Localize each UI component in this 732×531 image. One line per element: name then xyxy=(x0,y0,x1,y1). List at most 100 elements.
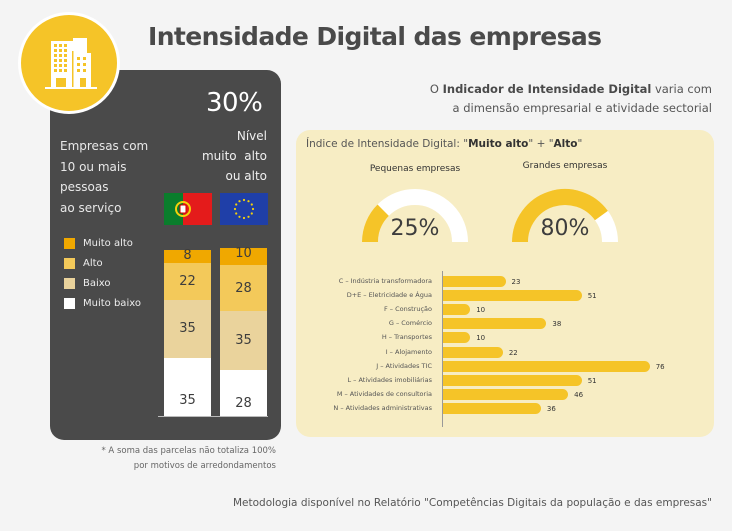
legend-item-muito-alto: Muito alto xyxy=(64,233,141,253)
legend-label: Muito baixo xyxy=(83,297,141,309)
sector-bar-value: 22 xyxy=(508,348,518,357)
sector-label: L – Atividades imobiliárias xyxy=(347,375,432,384)
gauge-fill xyxy=(512,189,608,243)
index-title-bold-2: Alto xyxy=(553,138,578,150)
subtitle-prefix: O xyxy=(429,82,443,96)
nivel-line: muito alto xyxy=(201,149,267,163)
eu-star xyxy=(250,203,253,206)
sector-bar xyxy=(443,402,541,414)
eu-star xyxy=(233,207,237,211)
empresas-line: ao serviço xyxy=(60,200,122,215)
sector-bar-value: 36 xyxy=(546,404,556,413)
sector-bar-value: 23 xyxy=(511,278,521,286)
sector-bar-value: 46 xyxy=(574,390,584,399)
sector-bar xyxy=(443,332,471,344)
sector-label: N – Atividades administrativas xyxy=(333,403,432,412)
subtitle-line-2: a dimensão empresarial e atividade secto… xyxy=(452,101,712,115)
sector-bar xyxy=(443,290,582,302)
stack-segment-label: 35 xyxy=(179,392,196,408)
stack-segment-label: 10 xyxy=(235,246,252,262)
sector-label: F – Construção xyxy=(383,305,432,314)
stack-segment-baixo: 35 xyxy=(220,311,267,370)
empresas-line: Empresas com xyxy=(60,139,149,153)
sector-bar xyxy=(443,374,582,386)
footnote: * A soma das parcelas não totaliza 100% … xyxy=(101,444,276,474)
stack-segment-label: 8 xyxy=(183,248,192,263)
legend-swatch xyxy=(64,297,75,309)
nivel-caption: Nível muito alto ou alto xyxy=(202,126,267,186)
sector-bar xyxy=(443,276,506,287)
stack-segment-label: 35 xyxy=(235,332,252,348)
sector-label: I – Alojamento xyxy=(385,347,432,356)
eu-star xyxy=(238,215,241,218)
stack-segment-muito-baixo: 35 xyxy=(164,357,211,416)
nivel-line: Nível xyxy=(236,129,267,143)
sector-bar xyxy=(443,318,547,330)
footnote-line: por motivos de arredondamentos xyxy=(133,461,276,471)
chart-legend: Muito alto Alto Baixo Muito baixo xyxy=(64,233,141,313)
legend-item-muito-baixo: Muito baixo xyxy=(64,293,141,313)
eu-star xyxy=(242,198,246,202)
portugal-flag-icon xyxy=(164,193,212,225)
index-title-suffix: " xyxy=(577,138,583,150)
sector-bar xyxy=(443,388,569,400)
stacked-chart-baseline xyxy=(158,416,268,417)
building-icon xyxy=(18,12,120,114)
index-title-mid: " + " xyxy=(528,138,554,150)
stack-segment-label: 35 xyxy=(179,321,196,337)
sector-bar-value: 10 xyxy=(476,334,486,343)
sector-bar-value: 38 xyxy=(552,320,562,329)
sector-bar xyxy=(443,346,503,358)
nivel-line: ou alto xyxy=(225,169,268,183)
footnote-line: * A soma das parcelas não totaliza 100% xyxy=(101,446,276,456)
subtitle-rest: varia com xyxy=(651,82,712,96)
methodology-note: Metodologia disponível no Relatório "Com… xyxy=(232,497,712,509)
legend-swatch xyxy=(64,257,75,269)
stack-segment-alto: 22 xyxy=(164,263,211,300)
stack-segment-label: 22 xyxy=(179,274,196,290)
index-title: Índice de Intensidade Digital: "Muito al… xyxy=(306,138,582,150)
legend-item-alto: Alto xyxy=(64,253,141,273)
eu-flag-icon xyxy=(220,193,268,225)
legend-label: Baixo xyxy=(83,277,111,289)
legend-item-baixo: Baixo xyxy=(64,273,141,293)
eu-star xyxy=(251,207,255,211)
index-title-prefix: Índice de Intensidade Digital: " xyxy=(306,138,469,150)
sector-chart-axis xyxy=(442,271,443,427)
empresas-line: 10 ou mais xyxy=(60,159,127,174)
sector-bar-value: 76 xyxy=(655,362,665,371)
eu-star xyxy=(238,200,241,203)
sector-bar-value: 51 xyxy=(587,292,597,301)
eu-star xyxy=(247,215,250,218)
subtitle: O Indicador de Intensidade Digital varia… xyxy=(430,80,712,118)
gauge-small xyxy=(362,189,468,243)
eu-star xyxy=(235,212,238,215)
gauge-label-small: Pequenas empresas xyxy=(369,164,461,174)
subtitle-bold: Indicador de Intensidade Digital xyxy=(442,82,652,96)
legend-label: Alto xyxy=(83,257,103,269)
sector-bar-value: 10 xyxy=(476,306,486,315)
eu-star xyxy=(247,200,250,203)
sector-bar-value: 51 xyxy=(587,376,597,385)
gauge-fill xyxy=(362,204,390,243)
sector-label: D+E – Eletricidade e Água xyxy=(346,291,432,300)
legend-label: Muito alto xyxy=(83,237,133,249)
gauge-value-large: 80% xyxy=(540,216,590,241)
headline-percentage: 30% xyxy=(206,88,263,118)
sector-label: G – Comércio xyxy=(388,319,432,328)
subtitle-line-1: O Indicador de Intensidade Digital varia… xyxy=(430,80,712,99)
stack-segment-muito-alto: 8 xyxy=(164,248,211,264)
gauge-value-small: 25% xyxy=(390,216,440,241)
sector-label: M – Atividades de consultoria xyxy=(336,389,432,398)
legend-swatch xyxy=(64,277,75,289)
gauge-label-large: Grandes empresas xyxy=(522,161,608,171)
stack-segment-muito-alto: 10 xyxy=(220,246,267,265)
stack-segment-label: 28 xyxy=(235,395,252,411)
sector-label: C – Indústria transformadora xyxy=(338,277,432,285)
index-title-bold-1: Muito alto xyxy=(468,138,529,150)
building-icon-graphic xyxy=(45,38,97,89)
page-title: Intensidade Digital das empresas xyxy=(148,22,602,51)
gauge-large xyxy=(512,189,618,243)
stack-segment-alto: 28 xyxy=(220,264,267,312)
eu-star xyxy=(242,216,246,220)
